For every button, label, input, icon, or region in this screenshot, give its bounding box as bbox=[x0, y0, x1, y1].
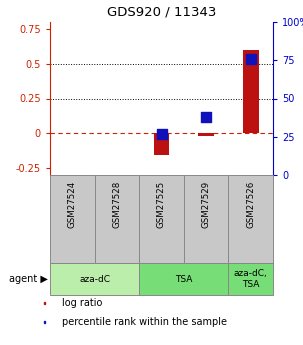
Bar bbox=[44, 321, 45, 323]
Bar bbox=[198, 133, 214, 136]
Text: GSM27526: GSM27526 bbox=[246, 181, 255, 228]
Bar bbox=[228, 263, 273, 295]
Bar bbox=[50, 175, 95, 263]
Bar bbox=[139, 175, 184, 263]
Bar bbox=[154, 133, 169, 155]
Bar bbox=[184, 175, 228, 263]
Text: GSM27524: GSM27524 bbox=[68, 181, 77, 228]
Text: TSA: TSA bbox=[175, 275, 192, 284]
Bar bbox=[139, 263, 228, 295]
Bar bbox=[243, 50, 258, 133]
Text: agent ▶: agent ▶ bbox=[9, 274, 48, 284]
Text: GSM27529: GSM27529 bbox=[201, 181, 211, 228]
Bar bbox=[50, 263, 139, 295]
Text: aza-dC: aza-dC bbox=[79, 275, 110, 284]
Point bbox=[204, 114, 208, 120]
Text: log ratio: log ratio bbox=[62, 298, 102, 308]
Text: percentile rank within the sample: percentile rank within the sample bbox=[62, 317, 227, 327]
Text: GSM27525: GSM27525 bbox=[157, 181, 166, 228]
Point bbox=[248, 56, 253, 61]
Title: GDS920 / 11343: GDS920 / 11343 bbox=[107, 5, 216, 18]
Point bbox=[159, 131, 164, 137]
Bar bbox=[228, 175, 273, 263]
Bar bbox=[44, 302, 45, 305]
Text: aza-dC,
TSA: aza-dC, TSA bbox=[234, 269, 268, 289]
Text: GSM27528: GSM27528 bbox=[112, 181, 122, 228]
Bar bbox=[95, 175, 139, 263]
